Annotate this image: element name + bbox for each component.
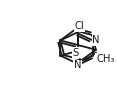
Text: S: S	[72, 48, 79, 58]
Text: N: N	[92, 35, 100, 45]
Text: N: N	[74, 60, 81, 70]
Text: CH₃: CH₃	[96, 54, 114, 64]
Text: Cl: Cl	[75, 21, 84, 31]
